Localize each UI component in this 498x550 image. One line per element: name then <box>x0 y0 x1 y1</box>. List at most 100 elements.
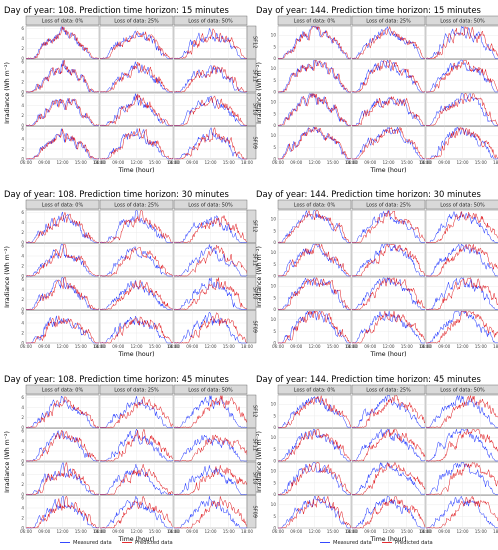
y-tick-label: 2 <box>21 415 24 420</box>
predicted-series-line <box>100 210 174 243</box>
y-tick-label: 0 <box>21 156 24 161</box>
column-strip-label: Loss of data: 0% <box>294 18 336 24</box>
x-tick-label: 18:00 <box>419 160 431 165</box>
column-strip-label: Loss of data: 0% <box>42 18 84 24</box>
x-tick-label: 15:00 <box>149 344 161 349</box>
y-tick-label: 4 <box>21 69 24 74</box>
column-strip <box>351 384 426 395</box>
column-strip-label: Loss of data: 0% <box>294 387 336 393</box>
measured-series-line <box>426 59 498 93</box>
column-strip <box>99 199 174 210</box>
row-strip-label: SF09 <box>251 321 257 333</box>
predicted-series-line <box>425 243 498 277</box>
x-tick-label: 15:00 <box>75 160 87 165</box>
predicted-series-line <box>99 428 174 462</box>
column-strip-label: Loss of data: 50% <box>440 387 485 393</box>
y-tick-label: 6 <box>21 126 24 131</box>
y-tick-label: 0 <box>21 458 24 463</box>
column-strip <box>277 15 352 26</box>
predicted-series-line <box>351 462 426 495</box>
x-tick-label: 12:00 <box>382 344 394 349</box>
y-tick-label: 10 <box>271 402 277 407</box>
predicted-series-line <box>351 311 426 344</box>
x-tick-label: 06:00 <box>94 529 106 534</box>
y-tick-label: 10 <box>271 502 277 507</box>
y-tick-label: 2 <box>21 79 24 84</box>
y-tick-label: 2 <box>21 330 24 335</box>
x-tick-label: 18:00 <box>493 529 498 534</box>
x-tick-label: 06:00 <box>20 344 32 349</box>
x-tick-label: 09:00 <box>186 160 198 165</box>
predicted-series-line <box>352 243 426 277</box>
measured-series-line <box>426 394 498 428</box>
measured-series-line <box>352 461 426 495</box>
x-tick-label: 15:00 <box>475 160 487 165</box>
y-tick-label: 5 <box>273 145 276 150</box>
measured-series-line <box>100 396 174 428</box>
x-tick-label: 06:00 <box>346 344 358 349</box>
column-strip <box>25 15 100 26</box>
y-tick-label: 4 <box>21 287 24 292</box>
predicted-series-line <box>351 428 426 462</box>
y-tick-label: 2 <box>21 46 24 51</box>
measured-series-line <box>173 244 248 277</box>
facet-background <box>425 25 498 59</box>
x-tick-label: 09:00 <box>438 529 450 534</box>
column-strip-label: Loss of data: 50% <box>440 18 485 24</box>
row-strip-label: SF10 <box>251 103 257 115</box>
column-strip <box>425 384 498 395</box>
legend: Measured data Predicted data <box>60 540 173 546</box>
chart-panel-2: Day of year: 144. Prediction time horizo… <box>256 5 498 174</box>
column-strip <box>173 384 248 395</box>
y-tick-label: 5 <box>273 262 276 267</box>
x-tick-label: 12:00 <box>382 160 394 165</box>
panel-title: Day of year: 108. Prediction time horizo… <box>4 374 229 384</box>
measured-series-line <box>352 395 425 428</box>
measured-series-line <box>26 98 100 126</box>
y-tick-label: 10 <box>271 317 277 322</box>
row-strip-label: SF11 <box>251 439 257 451</box>
predicted-series-line <box>425 126 498 160</box>
column-strip <box>99 384 174 395</box>
y-tick-label: 0 <box>21 525 24 530</box>
y-tick-label: 0 <box>273 273 276 278</box>
column-strip <box>425 199 498 210</box>
column-strip <box>25 384 100 395</box>
x-tick-label: 09:00 <box>290 160 302 165</box>
column-strip-label: Loss of data: 0% <box>294 202 336 208</box>
predicted-series-line <box>174 245 248 277</box>
predicted-series-line <box>25 395 100 428</box>
column-strip-label: Loss of data: 25% <box>114 387 159 393</box>
x-tick-label: 09:00 <box>38 529 50 534</box>
predicted-series-line <box>26 243 100 277</box>
y-tick-label: 10 <box>271 250 277 255</box>
predicted-series-line <box>351 209 426 243</box>
legend-label-measured: Measured data <box>333 540 372 546</box>
x-tick-label: 18:00 <box>93 160 105 165</box>
y-tick-label: 0 <box>273 425 276 430</box>
row-strip <box>246 394 257 428</box>
y-tick-label: 10 <box>271 33 277 38</box>
measured-series-line <box>173 277 247 310</box>
predicted-series-line <box>425 428 498 462</box>
row-strip-label: SF11 <box>251 254 257 266</box>
y-tick-label: 2 <box>21 263 24 268</box>
x-tick-label: 18:00 <box>167 160 179 165</box>
column-strip-label: Loss of data: 0% <box>42 387 84 393</box>
y-tick-label: 6 <box>21 310 24 315</box>
measured-series-line <box>426 462 498 495</box>
measured-series-line <box>26 277 99 310</box>
predicted-series-line <box>425 93 498 126</box>
y-tick-label: 4 <box>21 405 24 410</box>
legend-label-predicted: Predicted data <box>395 540 433 546</box>
measured-series-line <box>99 30 174 59</box>
x-tick-label: 15:00 <box>223 160 235 165</box>
x-tick-label: 12:00 <box>56 529 68 534</box>
x-tick-label: 09:00 <box>290 529 302 534</box>
column-strip-label: Loss of data: 50% <box>188 387 233 393</box>
y-tick-label: 5 <box>273 329 276 334</box>
column-strip-label: Loss of data: 25% <box>114 202 159 208</box>
predicted-series-line <box>173 394 248 428</box>
y-tick-label: 0 <box>273 525 276 530</box>
predicted-series-line <box>174 312 248 344</box>
